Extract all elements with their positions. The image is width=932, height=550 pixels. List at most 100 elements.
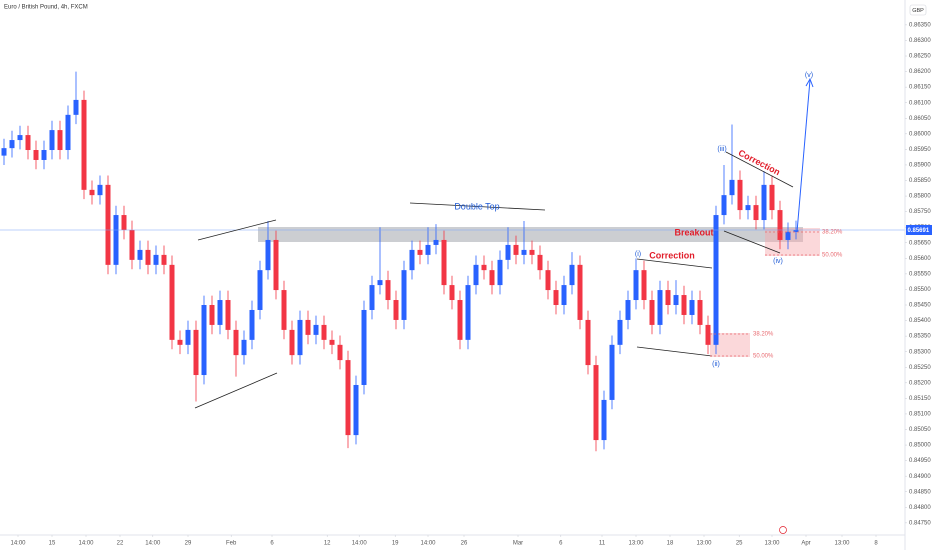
- x-tick-label: 14:00: [10, 541, 26, 547]
- candle-body: [649, 300, 655, 325]
- candle-body: [257, 270, 263, 310]
- x-tick-label: 29: [185, 541, 192, 547]
- y-tick-label: 0.85250: [909, 365, 931, 371]
- candle-body: [289, 329, 295, 356]
- candle-body: [193, 329, 199, 376]
- fib-zone: [765, 228, 820, 256]
- x-tick-label: 13:00: [764, 541, 780, 547]
- candle-body: [297, 319, 303, 356]
- correction-line: [725, 151, 794, 188]
- candle-body: [137, 249, 143, 260]
- y-tick-label: 0.86050: [909, 116, 931, 122]
- candle-body: [481, 264, 487, 271]
- x-tick-label: 12: [324, 541, 331, 547]
- y-tick-label: 0.86200: [909, 69, 931, 75]
- candle-body: [97, 184, 103, 196]
- double-top-line: [409, 202, 546, 211]
- candle-body: [561, 285, 567, 306]
- y-tick-label: 0.85400: [909, 318, 931, 324]
- candle-body: [585, 319, 591, 366]
- candle-body: [425, 244, 431, 255]
- candle-body: [369, 285, 375, 310]
- candle-body: [73, 99, 79, 115]
- event-icon[interactable]: [779, 526, 787, 534]
- x-tick-label: 13:00: [696, 541, 712, 547]
- trend-line: [197, 219, 277, 241]
- y-tick-label: 0.86150: [909, 85, 931, 91]
- candle-body: [593, 365, 599, 441]
- candle-body: [265, 239, 271, 271]
- x-tick-label: 14:00: [145, 541, 161, 547]
- y-tick-label: 0.85450: [909, 303, 931, 309]
- y-tick-label: 0.85800: [909, 194, 931, 200]
- candle-body: [81, 99, 87, 190]
- candle-body: [121, 215, 127, 230]
- candle-body: [689, 300, 695, 315]
- candle-body: [545, 270, 551, 291]
- annotation: Breakout: [674, 227, 713, 237]
- y-tick-label: 0.86250: [909, 54, 931, 60]
- x-tick-label: 14:00: [352, 541, 368, 547]
- candle-body: [329, 339, 335, 345]
- candle-body: [241, 339, 247, 356]
- candle-body: [273, 239, 279, 291]
- candle-body: [489, 270, 495, 286]
- zones: [258, 227, 820, 357]
- fib-lines: [710, 231, 820, 357]
- trend-line: [194, 372, 278, 409]
- currency: GBP: [912, 8, 924, 14]
- candle-body: [441, 239, 447, 286]
- candle-body: [201, 305, 207, 376]
- candle-body: [713, 215, 719, 345]
- wave-label: (iii): [717, 146, 726, 153]
- last-price-box: [906, 224, 932, 235]
- candle-body: [185, 329, 191, 345]
- candle-body: [33, 150, 39, 160]
- candle-body: [449, 285, 455, 301]
- x-tick-label: Mar: [513, 541, 523, 547]
- candle-body: [353, 384, 359, 436]
- y-tick-label: 0.85650: [909, 240, 931, 246]
- candle-body: [529, 249, 535, 255]
- candle-body: [721, 195, 727, 216]
- candle-body: [553, 290, 559, 306]
- x-tick-label: 8: [874, 541, 878, 547]
- drawings: [194, 77, 820, 409]
- candle-body: [729, 179, 735, 196]
- candle-body: [737, 179, 743, 211]
- candle-body: [129, 229, 135, 260]
- currency-box: [909, 4, 927, 16]
- candle-body: [417, 249, 423, 255]
- candle-body: [313, 324, 319, 335]
- candle-body: [89, 189, 95, 196]
- y-tick-label: 0.84750: [909, 520, 931, 526]
- candle-body: [681, 295, 687, 315]
- candle-body: [25, 135, 31, 151]
- y-tick-label: 0.86300: [909, 38, 931, 44]
- x-tick-label: 6: [270, 541, 274, 547]
- candle-body: [401, 270, 407, 320]
- candle-body: [161, 254, 167, 265]
- candle-body: [385, 280, 391, 301]
- candle-body: [177, 339, 183, 345]
- y-tick-label: 0.85850: [909, 178, 931, 184]
- candle-body: [617, 319, 623, 345]
- y-tick-label: 0.85600: [909, 256, 931, 262]
- fib-label: 50.00%: [822, 253, 843, 259]
- candle-body: [497, 259, 503, 286]
- candle-body: [65, 114, 71, 151]
- candle-body: [9, 140, 15, 149]
- candle-body: [233, 329, 239, 356]
- fib-label: 38.20%: [822, 230, 843, 236]
- chart-title: Euro / British Pound, 4h, FXCM: [4, 5, 88, 11]
- candle-body: [465, 285, 471, 340]
- x-tick-label: 19: [392, 541, 399, 547]
- candle-body: [105, 184, 111, 265]
- candle-body: [217, 300, 223, 325]
- x-tick-label: 14:00: [420, 541, 436, 547]
- y-tick-label: 0.85750: [909, 209, 931, 215]
- candle-body: [41, 150, 47, 160]
- y-tick-label: 0.84850: [909, 489, 931, 495]
- candle-body: [705, 324, 711, 345]
